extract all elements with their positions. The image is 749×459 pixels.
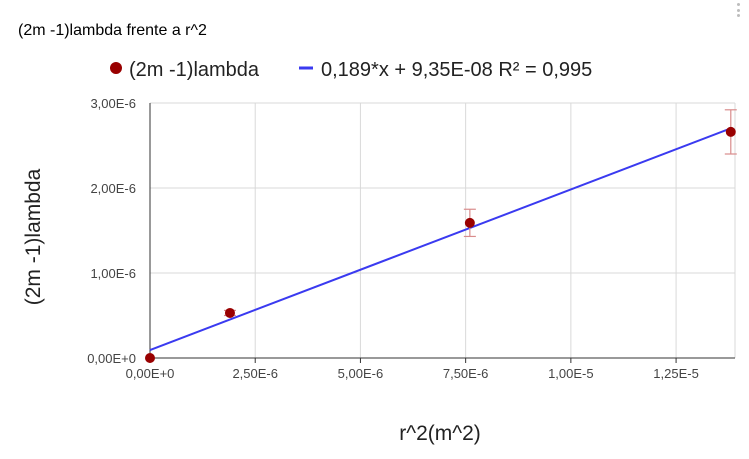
legend[interactable]: (2m -1)lambda 0,189*x + 9,35E-08 R² = 0,… (110, 59, 592, 81)
x-axis-label: r^2(m^2) (399, 422, 481, 445)
y-tick-label: 1,00E-6 (90, 266, 136, 281)
chart-menu-icon[interactable] (733, 2, 743, 18)
x-tick-label: 1,25E-5 (653, 366, 699, 381)
x-tick-label: 5,00E-6 (338, 366, 384, 381)
grid (150, 102, 736, 358)
data-point[interactable] (725, 126, 736, 137)
data-points (145, 126, 736, 363)
error-bars (223, 109, 737, 317)
x-tick-label: 7,50E-6 (443, 366, 489, 381)
legend-marker-points (110, 62, 122, 74)
legend-label-points: (2m -1)lambda (129, 59, 260, 81)
y-tick-label: 0,00E+0 (87, 351, 136, 366)
data-point[interactable] (145, 353, 155, 363)
trendline-layer (149, 126, 733, 351)
data-point[interactable] (464, 217, 475, 228)
axes (149, 103, 735, 363)
y-tick-labels: 0,00E+0 1,00E-6 2,00E-6 3,00E-6 (87, 96, 136, 366)
y-tick-label: 2,00E-6 (90, 181, 136, 196)
data-point[interactable] (224, 307, 235, 318)
x-tick-label: 2,50E-6 (232, 366, 278, 381)
chart-title: (2m -1)lambda frente a r^2 (18, 22, 207, 39)
legend-label-trend: 0,189*x + 9,35E-08 R² = 0,995 (321, 59, 592, 81)
y-axis-label: (2m -1)lambda (22, 168, 45, 305)
x-tick-label: 1,00E-5 (548, 366, 594, 381)
y-tick-label: 3,00E-6 (90, 96, 136, 111)
x-tick-labels: 0,00E+0 2,50E-6 5,00E-6 7,50E-6 1,00E-5 1,25E… (126, 366, 699, 381)
x-tick-label: 0,00E+0 (126, 366, 175, 381)
trendline (149, 126, 733, 351)
